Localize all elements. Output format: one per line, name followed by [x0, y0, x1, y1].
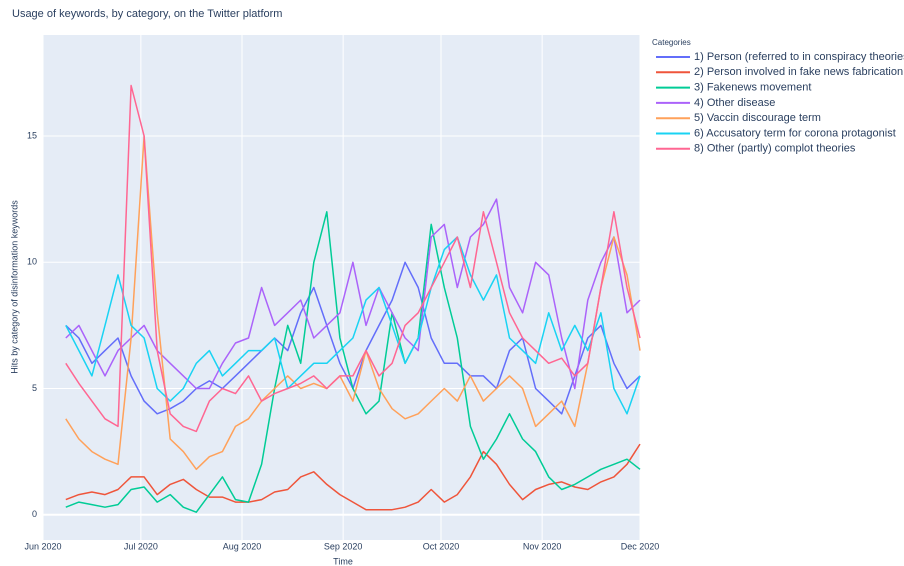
legend-label: 5) Vaccin discourage term	[694, 112, 821, 124]
series-line	[65, 84, 641, 433]
grid	[42, 35, 641, 540]
x-tick-label: Jun 2020	[24, 541, 61, 551]
legend-title: Categories	[652, 38, 691, 47]
series-line	[65, 443, 641, 511]
y-tick-label: 0	[32, 509, 37, 519]
lines	[65, 84, 641, 513]
legend-label: 4) Other disease	[694, 97, 775, 109]
legend-label: 3) Fakenews movement	[694, 82, 811, 94]
series-line	[65, 236, 641, 415]
legend-label: 1) Person (referred to in conspiracy the…	[694, 51, 904, 63]
x-tick-label: Dec 2020	[621, 541, 660, 551]
x-axis-label: Time	[333, 556, 353, 566]
legend-label: 8) Other (partly) complot theories	[694, 143, 856, 155]
plot-area	[43, 35, 640, 540]
series-line	[65, 135, 641, 471]
legend-label: 2) Person involved in fake news fabricat…	[694, 66, 903, 78]
series-line	[65, 211, 641, 513]
y-tick-label: 5	[32, 383, 37, 393]
x-tick-label: Oct 2020	[423, 541, 460, 551]
x-tick-label: Sep 2020	[324, 541, 363, 551]
y-tick-label: 10	[27, 257, 37, 267]
legend-label: 6) Accusatory term for corona protagonis…	[694, 127, 896, 139]
chart-title: Usage of keywords, by category, on the T…	[12, 8, 282, 20]
x-tick-label: Jul 2020	[124, 541, 158, 551]
y-tick-label: 15	[27, 130, 37, 140]
y-axis-label: Hits by category of disinformation keywo…	[9, 200, 19, 374]
x-tick-label: Aug 2020	[223, 541, 262, 551]
x-tick-label: Nov 2020	[523, 541, 562, 551]
